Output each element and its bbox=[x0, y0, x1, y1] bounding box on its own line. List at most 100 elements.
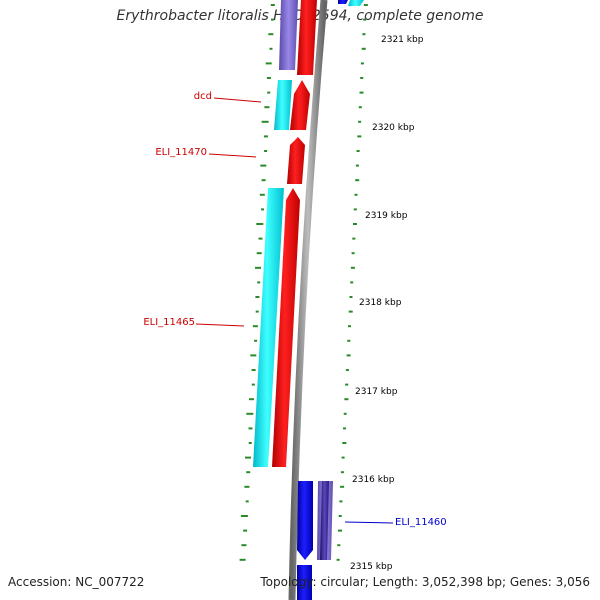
gc-tick bbox=[269, 47, 273, 50]
gc-tick bbox=[355, 164, 359, 167]
gc-tick bbox=[357, 135, 362, 138]
gc-tick bbox=[244, 485, 250, 488]
gc-tick bbox=[338, 515, 342, 517]
gc-tick bbox=[249, 398, 254, 401]
gc-tick bbox=[353, 208, 357, 211]
gc-tick bbox=[252, 325, 258, 328]
gc-tick bbox=[263, 135, 268, 138]
gc-tick bbox=[268, 33, 274, 36]
reverse-strand-features bbox=[297, 0, 348, 600]
gc-tick bbox=[356, 150, 360, 152]
genome-backbone bbox=[288, 0, 328, 600]
gc-tick bbox=[360, 77, 364, 79]
cds-eli-11465-forward bbox=[272, 188, 300, 467]
gc-tick bbox=[255, 310, 259, 313]
gc-tick bbox=[243, 529, 248, 532]
gc-tick bbox=[267, 91, 271, 94]
cds-dcd-forward bbox=[290, 80, 310, 130]
cog-eli-11460-navy bbox=[320, 481, 329, 560]
gc-tick bbox=[256, 252, 262, 255]
gc-tick bbox=[346, 354, 351, 357]
gc-tick bbox=[246, 412, 254, 415]
scale-ticks: 2321 kbp 2320 kbp 2319 kbp 2318 kbp 2317… bbox=[350, 35, 424, 572]
gc-tick bbox=[339, 500, 343, 503]
gc-tick bbox=[336, 558, 340, 561]
leader-line-eli-11460 bbox=[344, 521, 394, 524]
gc-tick bbox=[358, 120, 362, 123]
gc-tick bbox=[261, 120, 269, 123]
gc-tick bbox=[358, 106, 362, 109]
gene-label-eli-11465[interactable]: ELI_11465 bbox=[143, 317, 195, 328]
gc-tick bbox=[255, 266, 261, 269]
gene-label-eli-11470[interactable]: ELI_11470 bbox=[155, 147, 207, 158]
gene-labels: dcd ELI_11470 ELI_11465 ELI_11460 bbox=[143, 91, 446, 528]
gc-tick bbox=[347, 339, 351, 342]
gc-tick bbox=[341, 456, 345, 459]
cog-features bbox=[253, 0, 364, 467]
gc-tick bbox=[245, 500, 249, 503]
gc-tick bbox=[239, 558, 246, 561]
tick-label-2319: 2319 kbp bbox=[365, 211, 408, 221]
gc-tick bbox=[343, 412, 347, 415]
genome-summary-text: Topology: circular; Length: 3,052,398 bp… bbox=[260, 575, 590, 589]
tick-label-2318: 2318 kbp bbox=[359, 298, 402, 308]
gc-tick bbox=[248, 427, 253, 430]
cog-dcd-cyan bbox=[274, 80, 292, 130]
gc-tick bbox=[264, 150, 268, 152]
gc-tick bbox=[256, 223, 264, 225]
tick-label-2315: 2315 kbp bbox=[350, 562, 393, 572]
gc-tick bbox=[345, 383, 349, 386]
gc-tick bbox=[361, 47, 366, 50]
gc-tick bbox=[349, 296, 353, 298]
tick-label-2317: 2317 kbp bbox=[355, 387, 398, 397]
gene-label-dcd[interactable]: dcd bbox=[194, 91, 212, 102]
gc-tick bbox=[337, 544, 341, 547]
gc-content-ring bbox=[239, 4, 368, 561]
map-title: Erythrobacter litoralis HTCC2594, comple… bbox=[116, 8, 484, 24]
gc-tick bbox=[362, 33, 366, 36]
gc-tick bbox=[261, 208, 264, 211]
cog-top-cyan bbox=[348, 0, 364, 6]
gc-tick bbox=[348, 310, 353, 313]
gc-tick bbox=[255, 296, 260, 298]
gc-tick bbox=[343, 427, 346, 430]
gc-tick bbox=[261, 179, 266, 182]
gc-tick bbox=[352, 237, 356, 240]
gc-tick bbox=[363, 4, 368, 6]
gc-tick bbox=[251, 383, 255, 386]
gc-tick bbox=[270, 4, 275, 6]
tick-label-2316: 2316 kbp bbox=[352, 475, 395, 485]
leader-line-dcd bbox=[213, 97, 262, 103]
cds-top-forward bbox=[297, 0, 317, 75]
gc-tick bbox=[265, 62, 272, 65]
gc-tick bbox=[250, 354, 257, 357]
gc-tick bbox=[254, 339, 258, 342]
gc-tick bbox=[248, 442, 252, 444]
gene-label-eli-11460[interactable]: ELI_11460 bbox=[395, 517, 447, 528]
gc-tick bbox=[258, 237, 263, 240]
gc-tick bbox=[353, 223, 357, 225]
gc-tick bbox=[240, 515, 248, 517]
gc-tick bbox=[348, 325, 351, 328]
forward-strand-features bbox=[272, 0, 317, 467]
gc-tick bbox=[246, 471, 251, 474]
gc-tick bbox=[260, 164, 267, 167]
cds-bottom-reverse bbox=[297, 565, 312, 600]
cds-eli-11460-reverse bbox=[297, 481, 313, 560]
accession-text: Accession: NC_007722 bbox=[8, 575, 145, 589]
gc-tick bbox=[245, 456, 251, 459]
gc-tick bbox=[350, 266, 355, 269]
gc-tick bbox=[338, 529, 342, 532]
gc-tick bbox=[351, 252, 355, 255]
gc-tick bbox=[350, 281, 354, 284]
cog-eli-11465-cyan bbox=[253, 188, 284, 467]
tick-label-2320: 2320 kbp bbox=[372, 123, 415, 133]
gc-tick bbox=[342, 442, 347, 444]
gc-tick bbox=[345, 369, 349, 371]
gc-tick bbox=[266, 77, 271, 79]
cds-eli-11470-forward bbox=[287, 137, 305, 184]
gc-tick bbox=[363, 18, 367, 21]
gc-tick bbox=[359, 91, 364, 94]
leader-line-eli-11470 bbox=[208, 153, 257, 158]
